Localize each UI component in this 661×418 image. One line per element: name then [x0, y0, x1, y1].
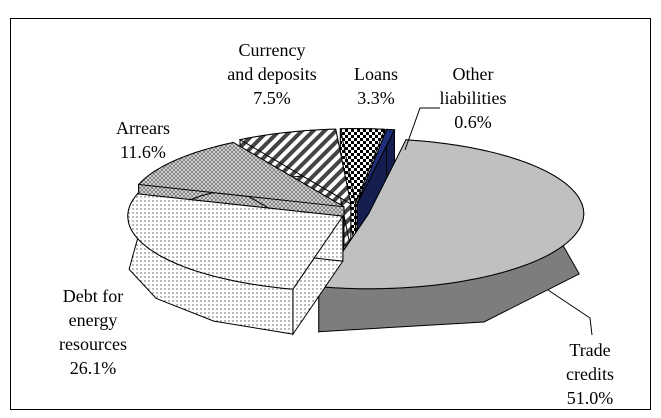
- value-label: 11.6%: [120, 142, 166, 162]
- label: Arrears 11.6%: [116, 116, 170, 164]
- slice: [356, 128, 396, 204]
- category-label: Arrears: [116, 118, 170, 138]
- leader-line: [404, 107, 440, 151]
- label: Debt for energy resources 26.1%: [59, 284, 127, 380]
- slice: [137, 141, 345, 208]
- label: Trade credits 51.0%: [555, 338, 626, 410]
- value-label: 26.1%: [69, 358, 117, 378]
- category-label: Other liabilities: [439, 64, 507, 108]
- label: Loans 3.3%: [354, 62, 398, 110]
- category-label: Loans: [354, 64, 398, 84]
- slice: [317, 139, 585, 290]
- category-label: Currency and deposits: [227, 40, 317, 84]
- label: Other liabilities 0.6%: [440, 62, 507, 134]
- category-label: Trade credits: [566, 340, 614, 384]
- category-label: Debt for energy resources: [59, 286, 127, 354]
- label: Currency and deposits 7.5%: [227, 38, 317, 110]
- value-label: 3.3%: [357, 88, 395, 108]
- value-label: 7.5%: [253, 88, 291, 108]
- leader-line: [547, 289, 593, 336]
- slice: [339, 128, 386, 206]
- frame: [10, 18, 651, 410]
- pie: [127, 128, 585, 336]
- value-label: 51.0%: [566, 388, 614, 408]
- slice: [238, 128, 352, 205]
- slice: [127, 193, 344, 290]
- value-label: 0.6%: [454, 112, 492, 132]
